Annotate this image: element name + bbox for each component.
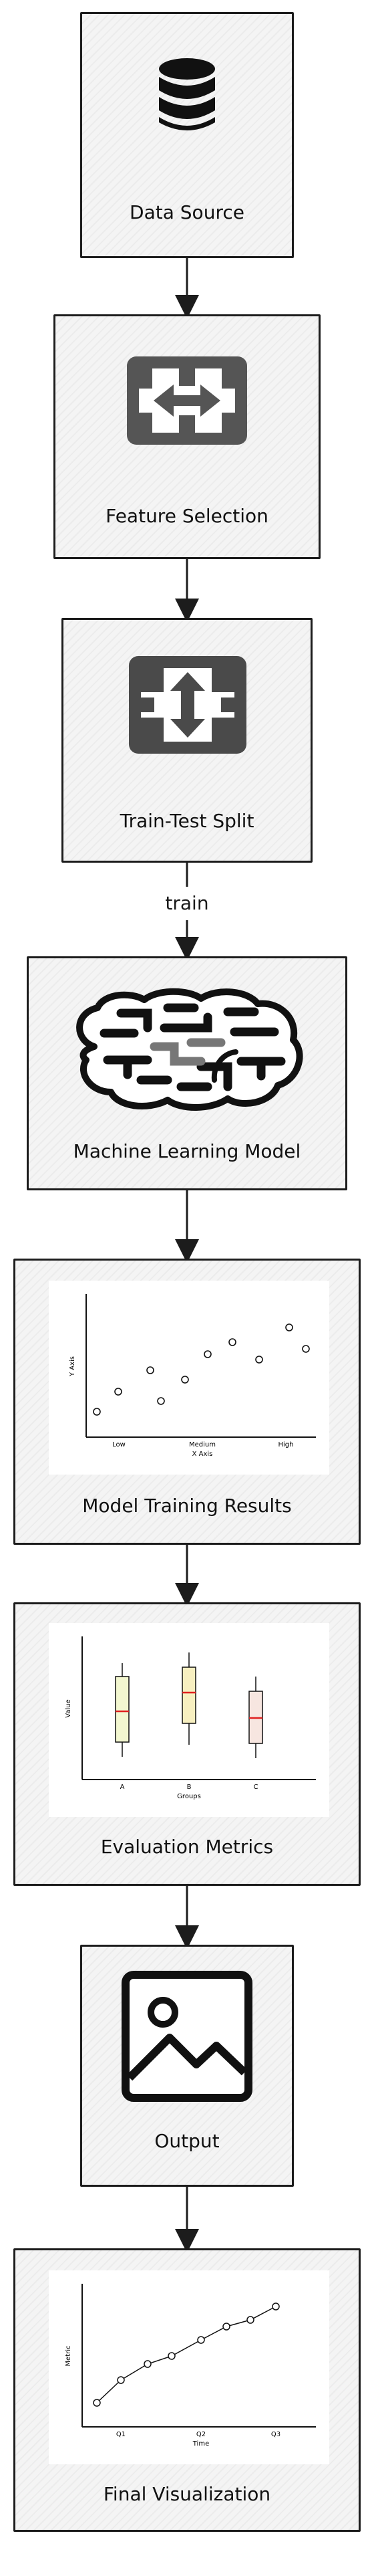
data-point <box>223 2323 230 2330</box>
node-label: Model Training Results <box>15 1495 359 1517</box>
box-b <box>182 1652 196 1745</box>
tick-label: C <box>254 1784 258 1791</box>
y-axis-label: Value <box>65 1699 72 1717</box>
x-axis-label: Time <box>192 2440 209 2448</box>
data-point <box>158 1398 164 1404</box>
line-chart: Q1 Q2 Q3 Time Metric <box>49 2270 329 2464</box>
data-point <box>247 2317 254 2323</box>
data-point <box>168 2353 175 2359</box>
node-model-training-results: Low Medium High X Axis Y Axis Model Trai… <box>13 1259 361 1545</box>
data-point <box>182 1376 188 1383</box>
data-point <box>94 1408 100 1415</box>
box-c <box>249 1677 262 1758</box>
box-plot-chart: A B C Groups Value <box>49 1623 329 1817</box>
node-label: Final Visualization <box>15 2483 359 2505</box>
node-train-test-split: Train-Test Split <box>61 618 313 863</box>
data-point <box>94 2399 100 2406</box>
tick-label: Q1 <box>116 2431 126 2438</box>
x-axis-label: X Axis <box>192 1451 213 1458</box>
data-point <box>204 1351 211 1358</box>
node-label: Train-Test Split <box>63 810 311 832</box>
data-point <box>147 1367 154 1374</box>
data-point <box>118 2377 124 2383</box>
edge-label-train: train <box>0 892 374 914</box>
tick-label: Q2 <box>196 2431 206 2438</box>
tick-label: High <box>278 1441 294 1448</box>
vertical-swap-icon <box>128 655 248 755</box>
y-axis-label: Y Axis <box>69 1356 76 1377</box>
node-final-visualization: Q1 Q2 Q3 Time Metric Final Visualization <box>13 2248 361 2532</box>
node-label: Data Source <box>82 201 292 223</box>
data-point <box>256 1356 262 1363</box>
node-label: Output <box>82 2130 292 2152</box>
tick-label: Q3 <box>271 2431 280 2438</box>
tick-label: A <box>120 1784 125 1791</box>
data-point <box>303 1346 309 1352</box>
data-point <box>198 2337 204 2343</box>
data-point <box>144 2361 151 2367</box>
node-label: Feature Selection <box>55 505 319 527</box>
data-point <box>272 2303 279 2310</box>
scatter-chart: Low Medium High X Axis Y Axis <box>49 1281 329 1475</box>
horizontal-swap-icon <box>126 355 248 446</box>
data-point <box>115 1388 122 1395</box>
node-machine-learning-model: Machine Learning Model <box>27 956 347 1190</box>
tick-label: Low <box>112 1441 126 1448</box>
data-point <box>229 1339 236 1346</box>
database-icon <box>154 56 220 136</box>
node-evaluation-metrics: A B C Groups Value Evaluation Metrics <box>13 1602 361 1886</box>
x-axis-label: Groups <box>177 1793 201 1800</box>
tick-label: B <box>187 1784 192 1791</box>
node-label: Machine Learning Model <box>29 1140 345 1162</box>
data-point <box>286 1324 293 1331</box>
tick-label: Medium <box>189 1441 216 1448</box>
scatter-chart-svg: Low Medium High X Axis Y Axis <box>49 1281 329 1475</box>
box-a <box>116 1663 129 1757</box>
node-data-source: Data Source <box>80 12 294 258</box>
y-axis-label: Metric <box>65 2345 72 2366</box>
box-plot-svg: A B C Groups Value <box>49 1623 329 1817</box>
node-output: Output <box>80 1945 294 2187</box>
node-label: Evaluation Metrics <box>15 1836 359 1858</box>
image-icon <box>122 1971 252 2102</box>
node-feature-selection: Feature Selection <box>53 314 321 559</box>
line-chart-svg: Q1 Q2 Q3 Time Metric <box>49 2270 329 2464</box>
brain-icon <box>67 986 308 1113</box>
